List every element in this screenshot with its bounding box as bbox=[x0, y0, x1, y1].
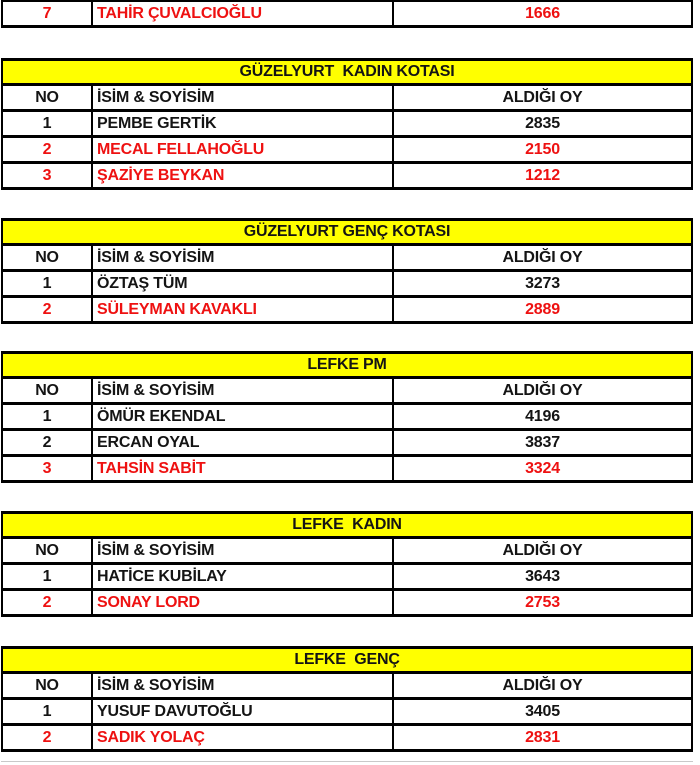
table-row: 1 YUSUF DAVUTOĞLU 3405 bbox=[3, 700, 691, 726]
header-row: NO İSİM & SOYİSİM ALDIĞI OY bbox=[3, 379, 691, 405]
table-row: 1 HATİCE KUBİLAY 3643 bbox=[3, 565, 691, 591]
name-cell: MECAL FELLAHOĞLU bbox=[93, 138, 394, 161]
votes-header: ALDIĞI OY bbox=[502, 381, 583, 399]
table-title: LEFKE GENÇ bbox=[3, 649, 691, 674]
table-guzelyurt-kadin-kotasi: GÜZELYURT KADIN KOTASI NO İSİM & SOYİSİM… bbox=[1, 58, 693, 190]
table-row: 2 SONAY LORD 2753 bbox=[3, 591, 691, 617]
name-cell: ŞAZİYE BEYKAN bbox=[93, 164, 394, 187]
no-cell: 2 bbox=[3, 591, 93, 614]
table-lefke-pm: LEFKE PM NO İSİM & SOYİSİM ALDIĞI OY 1 Ö… bbox=[1, 351, 693, 483]
no-cell: 2 bbox=[3, 298, 93, 321]
name-cell: SADIK YOLAÇ bbox=[93, 726, 394, 749]
name-cell: SÜLEYMAN KAVAKLI bbox=[93, 298, 394, 321]
no-cell: 1 bbox=[3, 565, 93, 588]
no-header: NO bbox=[3, 379, 93, 402]
name-cell: TAHİR ÇUVALCIOĞLU bbox=[93, 2, 394, 25]
name-cell: HATİCE KUBİLAY bbox=[93, 565, 394, 588]
no-cell: 1 bbox=[3, 700, 93, 723]
votes-cell: 3405 bbox=[525, 702, 560, 720]
name-cell: SONAY LORD bbox=[93, 591, 394, 614]
table-row: 3 ŞAZİYE BEYKAN 1212 bbox=[3, 164, 691, 190]
spacer bbox=[0, 190, 700, 218]
name-header: İSİM & SOYİSİM bbox=[93, 246, 394, 269]
name-cell: YUSUF DAVUTOĞLU bbox=[93, 700, 394, 723]
votes-cell: 2889 bbox=[525, 300, 560, 318]
table-title: LEFKE KADIN bbox=[3, 514, 691, 539]
header-row: NO İSİM & SOYİSİM ALDIĞI OY bbox=[3, 86, 691, 112]
votes-cell: 3273 bbox=[525, 274, 560, 292]
table-row: 1 PEMBE GERTİK 2835 bbox=[3, 112, 691, 138]
spacer bbox=[0, 483, 700, 511]
votes-cell: 2831 bbox=[525, 728, 560, 746]
table-row: 2 SADIK YOLAÇ 2831 bbox=[3, 726, 691, 752]
name-cell: ÖMÜR EKENDAL bbox=[93, 405, 394, 428]
table-lefke-genc: LEFKE GENÇ NO İSİM & SOYİSİM ALDIĞI OY 1… bbox=[1, 646, 693, 752]
table-row: 7 TAHİR ÇUVALCIOĞLU 1666 bbox=[3, 2, 691, 28]
table-title: LEFKE PM bbox=[3, 354, 691, 379]
name-cell: ERCAN OYAL bbox=[93, 431, 394, 454]
votes-header: ALDIĞI OY bbox=[502, 88, 583, 106]
table-row: 2 MECAL FELLAHOĞLU 2150 bbox=[3, 138, 691, 164]
votes-cell: 1212 bbox=[525, 166, 560, 184]
votes-cell: 3837 bbox=[525, 433, 560, 451]
no-cell: 1 bbox=[3, 272, 93, 295]
table-guzelyurt-genc-kotasi: GÜZELYURT GENÇ KOTASI NO İSİM & SOYİSİM … bbox=[1, 218, 693, 324]
name-header: İSİM & SOYİSİM bbox=[93, 379, 394, 402]
table-lefke-kadin: LEFKE KADIN NO İSİM & SOYİSİM ALDIĞI OY … bbox=[1, 511, 693, 617]
header-row: NO İSİM & SOYİSİM ALDIĞI OY bbox=[3, 674, 691, 700]
table-row: 1 ÖZTAŞ TÜM 3273 bbox=[3, 272, 691, 298]
partial-table-top: 7 TAHİR ÇUVALCIOĞLU 1666 bbox=[1, 0, 693, 28]
votes-cell: 2150 bbox=[525, 140, 560, 158]
table-title: GÜZELYURT KADIN KOTASI bbox=[3, 61, 691, 86]
votes-cell: 4196 bbox=[525, 407, 560, 425]
no-header: NO bbox=[3, 674, 93, 697]
no-cell: 3 bbox=[3, 457, 93, 480]
header-row: NO İSİM & SOYİSİM ALDIĞI OY bbox=[3, 539, 691, 565]
votes-cell: 2753 bbox=[525, 593, 560, 611]
name-header: İSİM & SOYİSİM bbox=[93, 539, 394, 562]
spacer bbox=[0, 617, 700, 646]
spacer bbox=[0, 28, 700, 58]
name-cell: ÖZTAŞ TÜM bbox=[93, 272, 394, 295]
table-title: GÜZELYURT GENÇ KOTASI bbox=[3, 221, 691, 246]
table-row: 2 ERCAN OYAL 3837 bbox=[3, 431, 691, 457]
no-header: NO bbox=[3, 86, 93, 109]
name-cell: PEMBE GERTİK bbox=[93, 112, 394, 135]
votes-cell: 3643 bbox=[525, 567, 560, 585]
no-cell: 3 bbox=[3, 164, 93, 187]
spacer bbox=[0, 324, 700, 351]
votes-cell: 1666 bbox=[525, 4, 560, 22]
no-cell: 1 bbox=[3, 405, 93, 428]
no-cell: 7 bbox=[3, 2, 93, 25]
no-cell: 2 bbox=[3, 431, 93, 454]
votes-header: ALDIĞI OY bbox=[502, 541, 583, 559]
votes-header: ALDIĞI OY bbox=[502, 248, 583, 266]
no-cell: 1 bbox=[3, 112, 93, 135]
name-cell: TAHSİN SABİT bbox=[93, 457, 394, 480]
cutoff-next-table-line bbox=[1, 761, 693, 762]
table-row: 2 SÜLEYMAN KAVAKLI 2889 bbox=[3, 298, 691, 324]
table-row: 3 TAHSİN SABİT 3324 bbox=[3, 457, 691, 483]
name-header: İSİM & SOYİSİM bbox=[93, 674, 394, 697]
votes-cell: 3324 bbox=[525, 459, 560, 477]
no-cell: 2 bbox=[3, 138, 93, 161]
votes-cell: 2835 bbox=[525, 114, 560, 132]
no-header: NO bbox=[3, 539, 93, 562]
no-header: NO bbox=[3, 246, 93, 269]
no-cell: 2 bbox=[3, 726, 93, 749]
name-header: İSİM & SOYİSİM bbox=[93, 86, 394, 109]
header-row: NO İSİM & SOYİSİM ALDIĞI OY bbox=[3, 246, 691, 272]
table-row: 1 ÖMÜR EKENDAL 4196 bbox=[3, 405, 691, 431]
votes-header: ALDIĞI OY bbox=[502, 676, 583, 694]
